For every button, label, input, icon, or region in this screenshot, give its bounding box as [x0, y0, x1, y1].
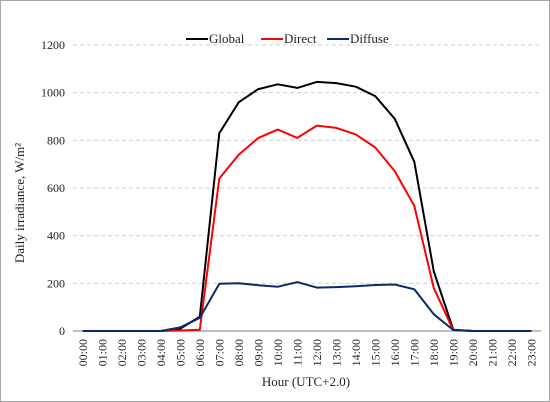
- x-tick-label: 11:00: [290, 339, 304, 366]
- x-tick-label: 19:00: [446, 339, 460, 366]
- x-tick-label: 17:00: [407, 339, 421, 366]
- y-tick-label: 0: [59, 324, 65, 338]
- x-tick-labels: 00:00 01:00 02:00 03:00 04:00 05:00 06:00 07:00…: [76, 339, 539, 366]
- x-tick-label: 03:00: [134, 339, 148, 366]
- x-tick-label: 23:00: [524, 339, 538, 366]
- series-line-global: [82, 80, 532, 332]
- y-tick-label: 1200: [41, 38, 65, 52]
- gridlines: [73, 44, 541, 284]
- x-tick-label: 14:00: [349, 339, 363, 366]
- legend-label-direct: Direct: [284, 31, 317, 46]
- legend-label-diffuse: Diffuse: [350, 31, 389, 46]
- y-axis-title: Daily irradiance, W/m²: [12, 143, 27, 263]
- x-tick-label: 18:00: [427, 339, 441, 366]
- y-tick-labels: 0 200 400 600 800 1000 1200: [41, 38, 65, 338]
- x-tick-label: 01:00: [95, 339, 109, 366]
- x-tick-label: 06:00: [193, 339, 207, 366]
- y-tick-label: 1000: [41, 86, 65, 100]
- x-tick-label: 09:00: [251, 339, 265, 366]
- x-tick-label: 13:00: [329, 339, 343, 366]
- x-tick-label: 04:00: [154, 339, 168, 366]
- x-tick-label: 05:00: [173, 339, 187, 366]
- y-tick-label: 200: [47, 276, 65, 290]
- y-tick-label: 600: [47, 181, 65, 195]
- x-tick-label: 15:00: [368, 339, 382, 366]
- x-tick-label: 12:00: [310, 339, 324, 366]
- x-tick-label: 16:00: [388, 339, 402, 366]
- x-tick-label: 02:00: [115, 339, 129, 366]
- legend: Global Direct Diffuse: [186, 31, 389, 46]
- series-line-diffuse: [82, 281, 532, 332]
- x-tick-label: 10:00: [271, 339, 285, 366]
- y-tick-label: 800: [47, 133, 65, 147]
- x-tick-label: 00:00: [76, 339, 90, 366]
- x-tick-label: 07:00: [212, 339, 226, 366]
- series-line-direct: [82, 124, 532, 332]
- x-tick-label: 08:00: [232, 339, 246, 366]
- series-lines: [82, 80, 532, 332]
- x-tick-label: 22:00: [505, 339, 519, 366]
- y-tick-label: 400: [47, 229, 65, 243]
- legend-label-global: Global: [209, 31, 245, 46]
- x-tick-label: 21:00: [485, 339, 499, 366]
- x-axis-title: Hour (UTC+2.0): [262, 374, 350, 389]
- x-tick-label: 20:00: [466, 339, 480, 366]
